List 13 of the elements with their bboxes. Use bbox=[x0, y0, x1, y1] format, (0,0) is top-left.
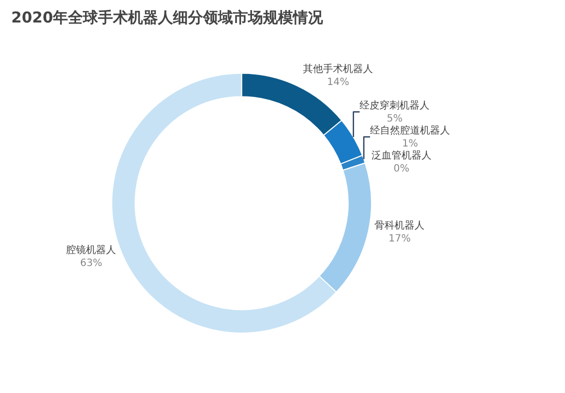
data-label: 63% bbox=[80, 258, 102, 270]
slice-label: 骨科机器人 bbox=[374, 220, 425, 232]
data-label: 5% bbox=[386, 113, 403, 124]
text: 0% bbox=[393, 163, 410, 174]
data-label: 14% bbox=[327, 76, 350, 88]
chart-title: 2020年全球手术机器人细分领域市场规模情况 bbox=[11, 8, 324, 26]
slice-label: 其他手术机器人 bbox=[303, 62, 374, 75]
slice-label: 腔镜机器人 bbox=[66, 244, 116, 256]
data-label: 1% bbox=[402, 138, 418, 150]
data-label: 17% bbox=[388, 234, 411, 245]
slice-label: 经自然腔道机器人 bbox=[370, 124, 450, 136]
slice-label: 经皮穿刺机器人 bbox=[360, 99, 430, 112]
category-label: 泛血管机器人 bbox=[371, 150, 432, 162]
